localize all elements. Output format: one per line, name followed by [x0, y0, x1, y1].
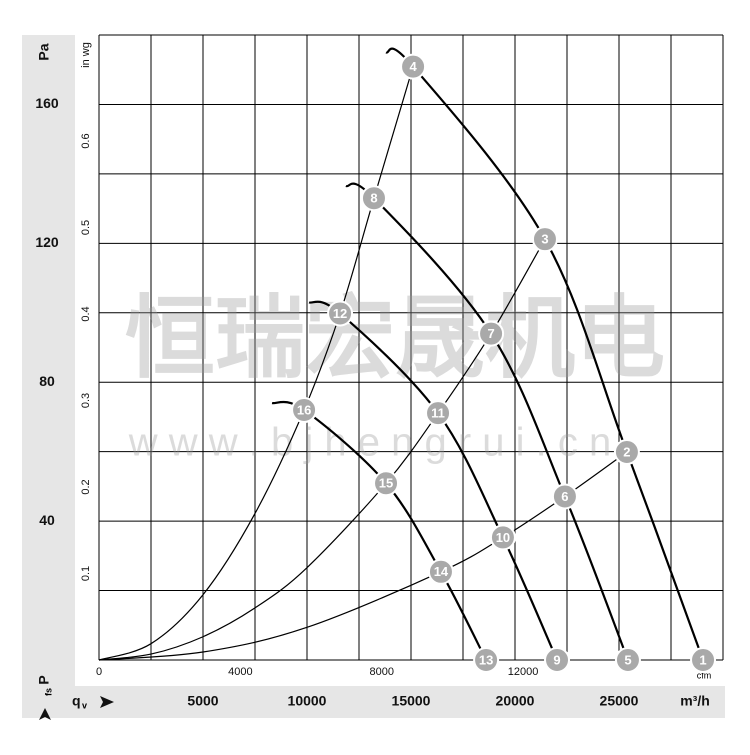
- operating-point: [373, 470, 400, 497]
- arrow: [100, 696, 114, 708]
- operating-point: [690, 647, 717, 673]
- x-axis-unit: m³/h: [680, 693, 710, 709]
- y2-tick-label: 0.6: [80, 133, 92, 148]
- operating-point: [425, 400, 452, 427]
- operating-point: [327, 300, 354, 327]
- plot-background: [75, 35, 725, 686]
- y-tick-label: 120: [35, 234, 59, 250]
- x2-tick-label: 8000: [369, 666, 393, 678]
- operating-point: [531, 226, 558, 253]
- y-tick-label: 160: [35, 95, 59, 111]
- x-tick-label: 25000: [600, 693, 639, 709]
- operating-point: [427, 558, 454, 585]
- y-axis-unit: Pa: [36, 43, 52, 60]
- point-label: 16: [297, 402, 311, 417]
- x2-tick-label: 12000: [508, 666, 539, 678]
- x2-tick-label: 0: [96, 666, 102, 678]
- point-label: 9: [553, 652, 560, 667]
- operating-point: [360, 185, 387, 212]
- x-axis-subscript: v: [82, 700, 87, 710]
- y2-tick-label: 0.3: [80, 393, 92, 408]
- point-label: 7: [487, 326, 494, 341]
- point-label: 13: [479, 652, 493, 667]
- operating-point: [613, 439, 640, 466]
- arrow: [39, 708, 51, 720]
- point-label: 4: [409, 59, 417, 74]
- operating-point: [614, 647, 641, 673]
- point-label: 15: [379, 476, 393, 491]
- x2-tick-label: 4000: [228, 666, 252, 678]
- y2-tick-label: 0.2: [80, 479, 92, 494]
- y2-tick-label: 0.1: [80, 566, 92, 581]
- x-axis-name: q v: [72, 693, 114, 710]
- point-label: 2: [623, 444, 630, 459]
- x-tick-label: 10000: [288, 693, 327, 709]
- point-label: 12: [333, 306, 347, 321]
- operating-point: [291, 397, 318, 423]
- y-axis-subscript: fs: [43, 688, 53, 696]
- x2-axis-unit: cfm: [697, 670, 712, 680]
- x-tick-label: 5000: [187, 693, 218, 709]
- x-tick-label: 20000: [496, 693, 535, 709]
- operating-point: [489, 524, 516, 551]
- point-label: 6: [561, 489, 568, 504]
- watermark-url: w w w . b j h e n g r u i . c n: [128, 421, 611, 465]
- y2-tick-label: 0.4: [80, 306, 92, 321]
- point-label: 10: [496, 530, 510, 545]
- y-axis-name: P fs: [36, 675, 53, 720]
- operating-point: [478, 320, 505, 347]
- y2-axis-unit: in wg: [80, 42, 92, 68]
- operating-point: [544, 647, 571, 673]
- point-label: 1: [699, 652, 706, 667]
- y-tick-label: 40: [39, 512, 55, 528]
- y2-tick-label: 0.5: [80, 220, 92, 235]
- y-tick-label: 80: [39, 373, 55, 389]
- point-label: 11: [431, 406, 445, 421]
- point-label: 8: [370, 191, 377, 206]
- operating-point: [473, 647, 500, 673]
- point-label: 5: [624, 652, 631, 667]
- point-label: 3: [541, 232, 548, 247]
- x-axis-symbol: q: [72, 693, 81, 709]
- operating-point: [400, 53, 427, 80]
- x-tick-label: 15000: [392, 693, 431, 709]
- watermark: 恒瑞宏晟机电: [125, 289, 665, 389]
- y-axis-symbol: P: [36, 675, 52, 684]
- operating-point: [551, 483, 578, 510]
- point-label: 14: [434, 564, 449, 579]
